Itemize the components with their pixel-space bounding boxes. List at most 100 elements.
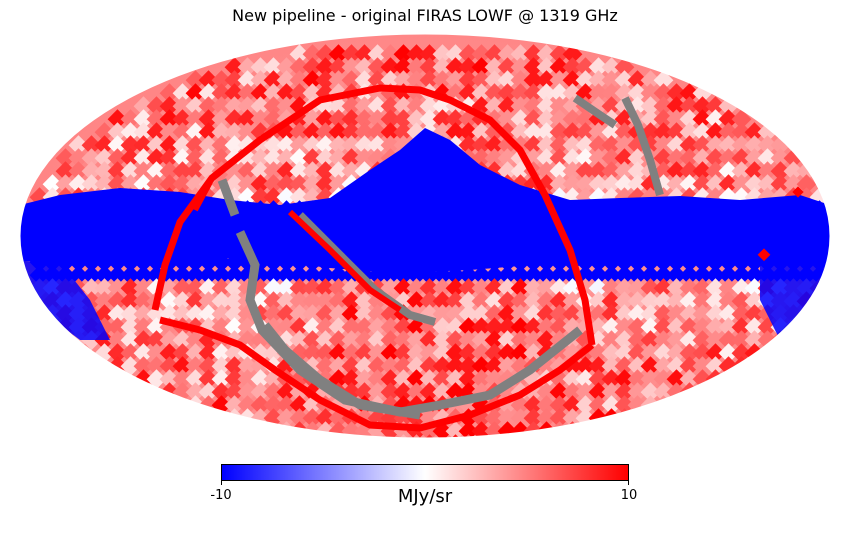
sky-pixel	[250, 382, 271, 403]
sky-pixel	[276, 148, 297, 169]
sky-pixel	[367, 317, 388, 338]
sky-pixel	[393, 382, 414, 403]
sky-pixel	[263, 382, 284, 403]
sky-pixel	[471, 291, 492, 312]
sky-pixel	[471, 330, 492, 351]
sky-pixel	[380, 369, 401, 390]
sky-pixel	[263, 291, 284, 312]
sky-pixel	[250, 395, 271, 416]
sky-pixel	[406, 330, 427, 351]
sky-pixel	[354, 356, 375, 377]
sky-pixel	[107, 109, 128, 130]
sky-pixel	[445, 317, 466, 338]
sky-pixel	[341, 304, 362, 325]
sky-pixel	[250, 57, 271, 78]
sky-pixel	[146, 109, 167, 130]
sky-pixel	[68, 174, 89, 195]
sky-pixel	[471, 122, 492, 143]
sky-pixel	[68, 135, 89, 156]
sky-pixel	[315, 343, 336, 364]
sky-pixel	[354, 304, 375, 325]
sky-pixel	[289, 44, 310, 65]
sky-pixel	[315, 122, 336, 143]
sky-pixel	[458, 135, 479, 156]
sky-pixel	[341, 343, 362, 364]
sky-pixel	[432, 317, 453, 338]
sky-pixel	[484, 265, 505, 286]
sky-pixel	[458, 122, 479, 143]
sky-pixel	[341, 57, 362, 78]
sky-pixel	[107, 304, 128, 325]
sky-pixel	[445, 343, 466, 364]
sky-pixel	[458, 304, 479, 325]
colorbar-min-label: -10	[210, 488, 232, 503]
sky-pixel	[276, 161, 297, 182]
sky-pixel	[354, 382, 375, 403]
sky-pixel	[289, 161, 310, 182]
sky-pixel	[406, 44, 427, 65]
sky-pixel	[367, 356, 388, 377]
sky-pixel	[445, 278, 466, 299]
sky-pixel	[94, 265, 115, 286]
sky-pixel	[484, 278, 505, 299]
sky-pixel	[341, 109, 362, 130]
sky-pixel	[406, 291, 427, 312]
sky-pixel	[263, 161, 284, 182]
sky-pixel	[432, 291, 453, 312]
sky-pixel	[81, 278, 102, 299]
sky-pixel	[419, 96, 440, 117]
sky-pixel	[146, 96, 167, 117]
sky-pixel	[107, 265, 128, 286]
sky-pixel	[263, 265, 284, 286]
sky-pixel	[276, 408, 297, 429]
sky-pixel	[94, 174, 115, 195]
sky-pixel	[81, 148, 102, 169]
sky-pixel	[380, 96, 401, 117]
sky-pixel	[81, 174, 102, 195]
sky-pixel	[224, 70, 245, 91]
sky-pixel	[263, 57, 284, 78]
sky-pixel	[458, 343, 479, 364]
sky-pixel	[471, 135, 492, 156]
sky-pixel	[406, 369, 427, 390]
sky-pixel	[354, 70, 375, 91]
sky-pixel	[263, 187, 284, 208]
colorbar	[221, 464, 629, 481]
sky-pixel	[458, 57, 479, 78]
sky-pixel	[484, 317, 505, 338]
sky-pixel	[289, 278, 310, 299]
sky-pixel	[380, 57, 401, 78]
sky-pixel	[133, 96, 154, 117]
sky-pixel	[328, 122, 349, 143]
sky-pixel	[198, 96, 219, 117]
sky-pixel	[198, 83, 219, 104]
colorbar-max-tick	[628, 481, 629, 485]
sky-pixel	[302, 44, 323, 65]
sky-pixel	[380, 343, 401, 364]
sky-pixel	[458, 70, 479, 91]
sky-pixel	[458, 291, 479, 312]
sky-pixel	[419, 291, 440, 312]
sky-pixel	[276, 187, 297, 208]
sky-pixel	[419, 343, 440, 364]
sky-pixel	[94, 135, 115, 156]
sky-pixel	[406, 96, 427, 117]
sky-pixel	[276, 83, 297, 104]
sky-pixel	[406, 57, 427, 78]
sky-pixel	[289, 395, 310, 416]
sky-pixel	[393, 317, 414, 338]
sky-pixel	[471, 265, 492, 286]
sky-pixel	[367, 96, 388, 117]
sky-pixel	[237, 109, 258, 130]
plot-title: New pipeline - original FIRAS LOWF @ 131…	[232, 6, 618, 25]
sky-pixel	[276, 135, 297, 156]
sky-pixel	[211, 70, 232, 91]
sky-pixel	[159, 83, 180, 104]
sky-pixel	[172, 83, 193, 104]
sky-pixel	[302, 148, 323, 169]
sky-pixel	[250, 109, 271, 130]
sky-pixel	[328, 278, 349, 299]
sky-pixel	[289, 408, 310, 429]
sky-pixel	[289, 265, 310, 286]
sky-pixel	[484, 330, 505, 351]
